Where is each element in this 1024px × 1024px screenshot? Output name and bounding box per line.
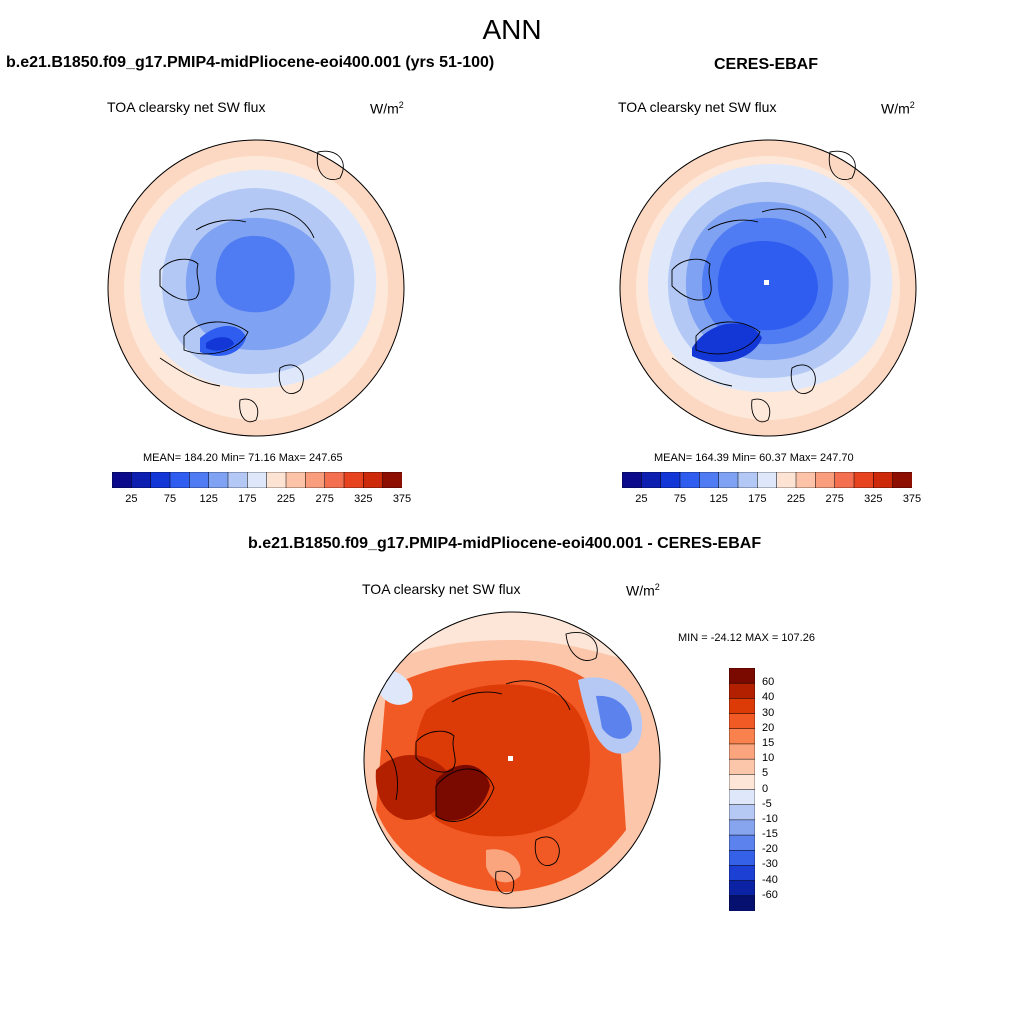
colorbar-swatch <box>641 472 662 488</box>
colorbar-swatch <box>324 472 345 488</box>
colorbar-tick-label: 225 <box>786 493 806 505</box>
colorbar-swatch <box>834 472 855 488</box>
colorbar-tick-label: 375 <box>392 493 412 505</box>
colorbar-swatch <box>285 472 306 488</box>
colorbar-tick-label: 375 <box>902 493 922 505</box>
colorbar-swatch <box>757 472 778 488</box>
right-map <box>619 139 917 437</box>
colorbar-tick-label: 175 <box>238 493 257 505</box>
colorbar-swatch <box>729 789 755 806</box>
page-title: ANN <box>482 14 542 45</box>
right-variable-label: TOA clearsky net SW flux <box>618 99 777 115</box>
colorbar-tick-label: 25 <box>125 493 138 505</box>
diff-map <box>363 611 661 909</box>
left-stats: MEAN= 184.20 Min= 71.16 Max= 247.65 <box>143 452 343 464</box>
right-units-label: W/m2 <box>881 100 915 117</box>
colorbar-swatch <box>892 472 912 488</box>
colorbar-tick-label: 30 <box>762 706 775 719</box>
colorbar-swatch <box>853 472 874 488</box>
colorbar-swatch <box>815 472 836 488</box>
colorbar-swatch <box>729 713 755 730</box>
colorbar-swatch <box>729 728 755 745</box>
colorbar-swatch <box>729 850 755 866</box>
colorbar-tick-label: 40 <box>762 691 775 704</box>
colorbar-swatch <box>622 472 642 488</box>
colorbar-tick-label: -60 <box>762 888 778 901</box>
colorbar-swatch <box>729 834 755 851</box>
diff-stats: MIN = -24.12 MAX = 107.26 <box>678 632 815 644</box>
colorbar-swatch <box>343 472 364 488</box>
colorbar-swatch <box>266 472 287 488</box>
diff-units-label: W/m2 <box>626 582 660 599</box>
colorbar-swatch <box>679 472 700 488</box>
colorbar-tick-label: 325 <box>864 493 883 505</box>
colorbar-tick-label: -5 <box>762 797 772 810</box>
colorbar-tick-label: 225 <box>276 493 296 505</box>
left-colorbar-labels: 25 75 125 175 225 275 325 375 <box>110 493 411 509</box>
colorbar-swatch <box>729 758 755 775</box>
colorbar-tick-label: -30 <box>762 858 778 871</box>
left-map <box>107 139 405 437</box>
left-panel-title: b.e21.B1850.f09_g17.PMIP4-midPliocene-eo… <box>6 54 495 71</box>
colorbar-swatch <box>247 472 268 488</box>
colorbar-swatch <box>169 472 190 488</box>
colorbar-tick-label: 325 <box>354 493 373 505</box>
colorbar-swatch <box>131 472 152 488</box>
colorbar-tick-label: 75 <box>163 493 177 505</box>
colorbar-swatch <box>699 472 720 488</box>
colorbar-swatch <box>189 472 210 488</box>
colorbar-tick-label: -20 <box>762 843 778 856</box>
left-colorbar <box>112 472 402 488</box>
colorbar-tick-label: 75 <box>673 493 687 505</box>
diff-variable-label: TOA clearsky net SW flux <box>362 581 521 597</box>
colorbar-tick-label: 175 <box>748 493 767 505</box>
colorbar-swatch <box>873 472 894 488</box>
colorbar-tick-label: 60 <box>762 676 775 689</box>
colorbar-tick-label: 15 <box>762 736 775 749</box>
colorbar-swatch <box>729 819 755 836</box>
right-colorbar <box>622 472 912 488</box>
colorbar-swatch <box>776 472 797 488</box>
colorbar-swatch <box>150 472 171 488</box>
colorbar-swatch <box>729 668 755 684</box>
colorbar-tick-label: 5 <box>762 767 769 780</box>
colorbar-swatch <box>729 880 755 897</box>
colorbar-swatch <box>737 472 758 488</box>
colorbar-swatch <box>729 743 755 760</box>
right-stats: MEAN= 164.39 Min= 60.37 Max= 247.70 <box>654 452 854 464</box>
colorbar-tick-label: 125 <box>709 493 728 505</box>
colorbar-swatch <box>795 472 816 488</box>
colorbar-swatch <box>718 472 739 488</box>
colorbar-tick-label: -10 <box>762 812 778 825</box>
right-panel-title: CERES-EBAF <box>714 56 819 73</box>
colorbar-tick-label: 0 <box>762 782 769 795</box>
colorbar-tick-label: -15 <box>762 828 778 841</box>
colorbar-swatch <box>729 698 755 715</box>
colorbar-swatch <box>729 804 755 821</box>
colorbar-swatch <box>112 472 132 488</box>
colorbar-swatch <box>660 472 681 488</box>
colorbar-swatch <box>208 472 229 488</box>
colorbar-tick-label: 20 <box>762 721 775 734</box>
colorbar-swatch <box>305 472 326 488</box>
colorbar-tick-label: -40 <box>762 873 778 886</box>
colorbar-swatch <box>382 472 402 488</box>
colorbar-swatch <box>363 472 384 488</box>
diff-colorbar <box>729 668 755 911</box>
colorbar-tick-label: 275 <box>825 493 844 505</box>
diff-colorbar-labels: 60 40 30 20 15 10 5 0 -5 -10 -15 -20 -30 -40 -60 <box>760 668 800 911</box>
colorbar-tick-label: 25 <box>635 493 648 505</box>
colorbar-swatch <box>729 895 755 911</box>
left-units-label: W/m2 <box>370 100 404 117</box>
colorbar-tick-label: 10 <box>762 752 775 765</box>
colorbar-swatch <box>227 472 248 488</box>
colorbar-tick-label: 275 <box>315 493 334 505</box>
diff-panel-title: b.e21.B1850.f09_g17.PMIP4-midPliocene-eo… <box>248 535 762 552</box>
left-variable-label: TOA clearsky net SW flux <box>107 99 266 115</box>
colorbar-swatch <box>729 865 755 882</box>
colorbar-tick-label: 125 <box>199 493 218 505</box>
colorbar-swatch <box>729 774 755 791</box>
right-colorbar-labels: 25 75 125 175 225 275 325 375 <box>620 493 921 509</box>
colorbar-swatch <box>729 682 755 699</box>
